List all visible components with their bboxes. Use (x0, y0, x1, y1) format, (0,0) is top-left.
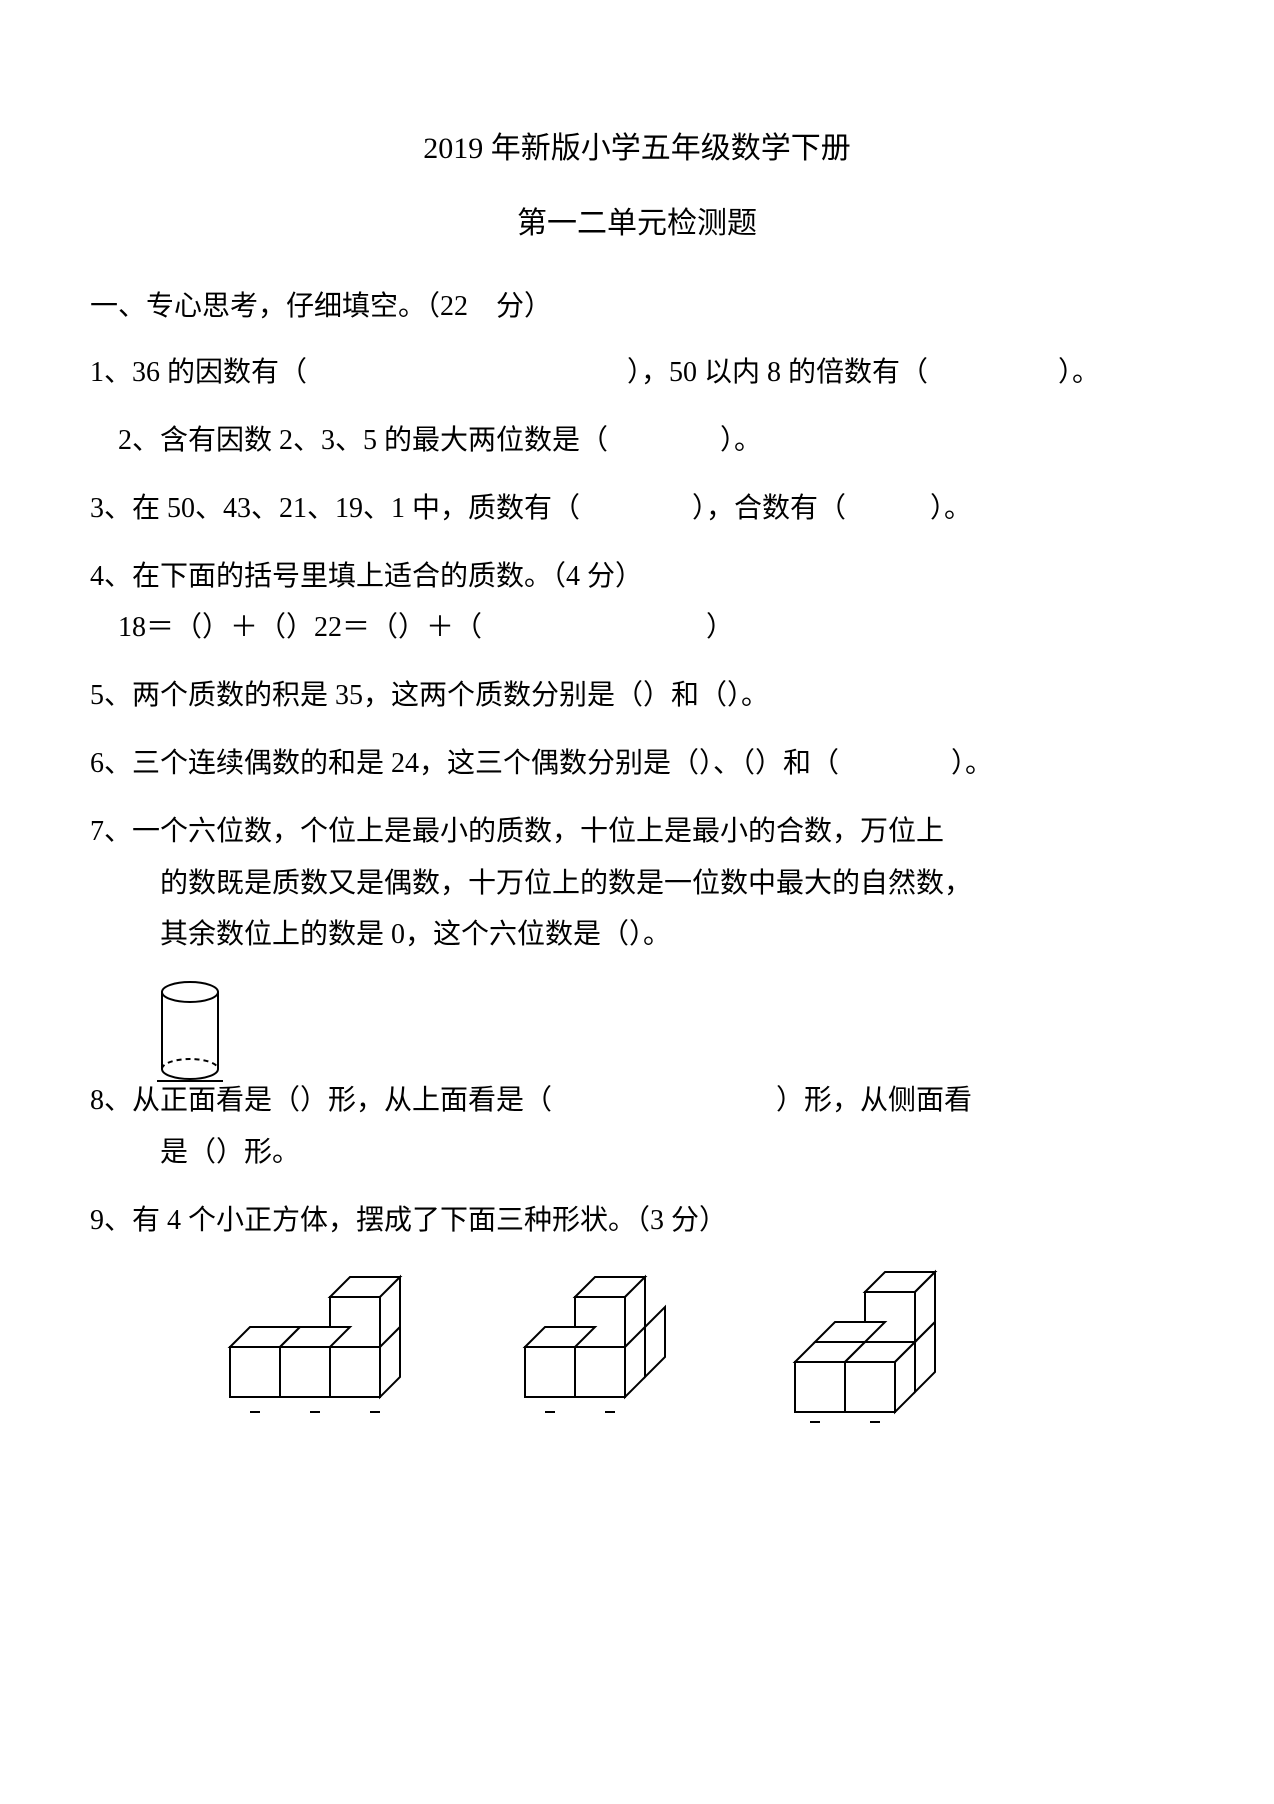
cube-shape-3 (750, 1267, 970, 1427)
q7-line1: 7、一个六位数，个位上是最小的质数，十位上是最小的合数，万位上 (90, 806, 1184, 858)
question-5: 5、两个质数的积是 35，这两个质数分别是（）和（）。 (90, 670, 1184, 722)
question-3: 3、在 50、43、21、19、1 中，质数有（ ），合数有（ ）。 (90, 483, 1184, 535)
cube-shape-1 (220, 1267, 440, 1427)
cubes-figures-row (90, 1267, 1184, 1427)
question-2: 2、含有因数 2、3、5 的最大两位数是（ ）。 (90, 415, 1184, 467)
title-main: 2019 年新版小学五年级数学下册 (90, 120, 1184, 177)
section-1-header: 一、专心思考，仔细填空。（22 分） (90, 280, 1184, 333)
q4-line1: 4、在下面的括号里填上适合的质数。（4 分） (90, 551, 1184, 603)
q1-part2: ），50 以内 8 的倍数有（ (627, 347, 928, 399)
q8-line1: 8、从正面看是（）形，从上面看是（ ）形，从侧面看 (90, 1075, 1184, 1127)
question-9: 9、有 4 个小正方体，摆成了下面三种形状。（3 分） (90, 1195, 1184, 1247)
title-sub: 第一二单元检测题 (90, 195, 1184, 252)
q7-line2: 的数既是质数又是偶数，十万位上的数是一位数中最大的自然数， (90, 858, 1184, 910)
cube-shape-2 (500, 1267, 690, 1427)
q1-part1: 1、36 的因数有（ (90, 347, 307, 399)
cylinder-figure (145, 977, 235, 1087)
question-1: 1、36 的因数有（ ），50 以内 8 的倍数有（ ）。 (90, 347, 1184, 399)
q8-line2: 是（）形。 (90, 1127, 1184, 1179)
q7-line3: 其余数位上的数是 0，这个六位数是（）。 (90, 909, 1184, 961)
question-6: 6、三个连续偶数的和是 24，这三个偶数分别是（）、（）和（ ）。 (90, 738, 1184, 790)
question-4: 4、在下面的括号里填上适合的质数。（4 分） 18＝（）＋（）22＝（）＋（ ） (90, 551, 1184, 655)
question-8: 8、从正面看是（）形，从上面看是（ ）形，从侧面看 是（）形。 (90, 1075, 1184, 1179)
q1-part3: ）。 (1058, 347, 1100, 399)
question-7: 7、一个六位数，个位上是最小的质数，十位上是最小的合数，万位上 的数既是质数又是… (90, 806, 1184, 961)
q4-line2: 18＝（）＋（）22＝（）＋（ ） (90, 602, 1184, 654)
